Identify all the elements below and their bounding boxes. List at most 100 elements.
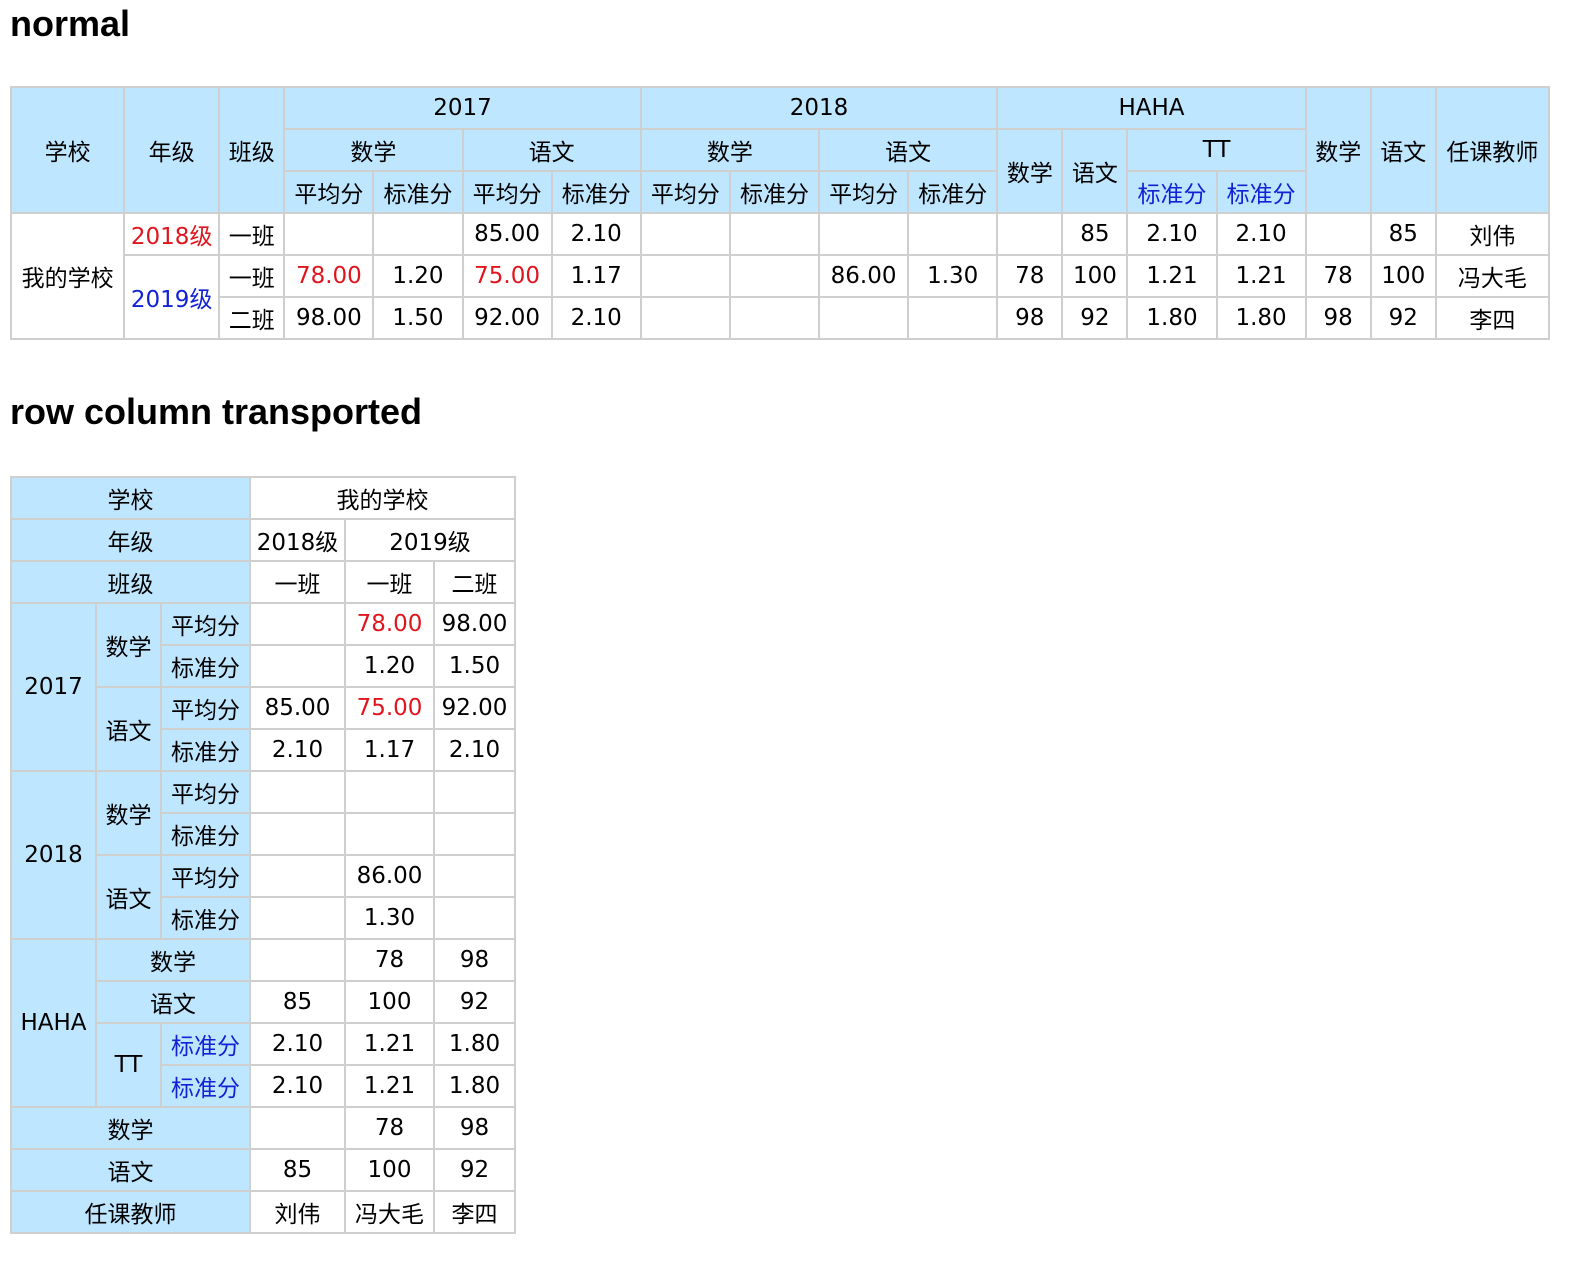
cell-value: 78 [996,254,1064,298]
header-haha: HAHA [996,86,1307,130]
cell-value: 75.00 [461,254,553,298]
header-std: 标准分 [160,644,251,688]
cell-value [639,212,731,256]
header-tt-std: 标准分 [1126,170,1218,214]
cell-value: 98.00 [432,602,517,646]
cell-value: 2.10 [249,1022,346,1066]
cell-value: 1.80 [432,1064,517,1108]
cell-value: 78.00 [283,254,375,298]
header-2018: 2018 [10,770,97,940]
cell-value [728,296,821,340]
table-row: 语文 85 100 92 [11,980,517,1024]
header-avg: 平均分 [818,170,910,214]
cell-value: 85 [1369,212,1437,256]
cell-value: 1.20 [344,644,435,688]
cell-value: 1.80 [1215,296,1307,340]
table-row: 我的学校 2018级 一班 85.00 2.10 85 2.10 2.10 85… [9,212,1551,340]
header-haha-chinese: 语文 [1061,128,1129,214]
cell-value: 98.00 [283,296,375,340]
cell-value: 86.00 [344,854,435,898]
header-chinese: 语文 [10,1148,251,1192]
header-avg: 平均分 [160,602,251,646]
cell-value [432,854,517,898]
cell-value: 2.10 [550,296,642,340]
cell-value [249,1106,346,1150]
table-row: 任课教师 刘伟 冯大毛 李四 [10,1190,517,1234]
header-std: 标准分 [160,812,251,856]
cell-class: 二班 [218,296,286,340]
cell-school: 我的学校 [9,212,126,340]
cell-value [344,770,435,814]
header-std: 标准分 [160,896,251,940]
cell-value: 1.50 [432,644,517,688]
cell-value: 1.21 [344,1064,435,1108]
header-2018-chinese: 语文 [818,128,999,172]
cell-grade: 2019级 [343,518,517,562]
header-math: 数学 [10,1106,251,1150]
header-2017: 2017 [283,86,642,130]
table-row: 年级 2018级 2019级 [10,518,517,562]
table-row: 语文 平均分 86.00 [11,854,517,940]
table-row: 语文 平均分 85.00 75.00 92.00 [11,686,517,772]
cell-value: 78.00 [344,602,435,646]
cell-value: 1.17 [550,254,642,298]
cell-value [996,212,1064,256]
cell-value: 100 [1061,254,1129,298]
section-title-transposed: row column transported [10,391,423,432]
header-avg: 平均分 [160,686,251,730]
cell-value [818,296,910,340]
cell-value: 92 [1061,296,1129,340]
header-tt-std: 标准分 [1215,170,1307,214]
table-row: 标准分 2.10 1.17 2.10 [11,728,517,772]
header-2017: 2017 [10,602,97,772]
table-row: 数学 78 98 [10,1106,517,1150]
cell-value: 92.00 [461,296,553,340]
normal-table: 学校 年级 班级 2017 2018 HAHA 数学 语文 任课教师 数学 语文… [9,86,1551,340]
header-school: 学校 [9,86,126,214]
header-2017-chinese: 语文 [95,686,162,772]
cell-value: 98 [432,1106,517,1150]
header-haha-tt: TT [1126,128,1307,172]
cell-value [344,812,435,856]
section-title-normal: normal [10,3,131,44]
cell-teacher: 冯大毛 [1434,254,1551,298]
cell-value: 2.10 [1215,212,1307,256]
cell-value: 1.20 [372,254,464,298]
cell-value: 1.50 [372,296,464,340]
cell-value [249,896,346,940]
cell-value: 86.00 [818,254,910,298]
header-grade: 年级 [123,86,221,214]
cell-class: 一班 [218,212,286,256]
cell-value: 85.00 [461,212,553,256]
cell-value: 100 [344,1148,435,1192]
cell-value [639,296,731,340]
transposed-table: 学校 我的学校 年级 2018级 2019级 班级 一班 一班 二班 2017 … [10,476,517,1234]
cell-value: 78 [344,938,435,982]
cell-value [432,896,517,940]
cell-value: 100 [1369,254,1437,298]
cell-school: 我的学校 [248,476,517,520]
cell-value: 2.10 [432,728,517,772]
header-2017-math: 数学 [95,602,162,688]
header-haha-math: 数学 [996,128,1064,214]
header-haha-chinese: 语文 [95,980,251,1024]
table-row: 标准分 [11,812,517,856]
header-2018-math: 数学 [639,128,821,172]
cell-teacher: 冯大毛 [344,1190,435,1234]
cell-value [432,812,517,856]
header-avg: 平均分 [160,854,251,898]
table-row: 标准分 1.30 [11,896,517,940]
header-row: 数学 语文 数学 语文 数学 语文 TT [11,128,1549,214]
cell-value: 1.17 [344,728,435,772]
cell-grade: 2018级 [123,212,221,256]
table-row: 2017 数学 平均分 78.00 98.00 [10,602,517,772]
cell-value: 1.30 [907,254,999,298]
header-avg: 平均分 [160,770,251,814]
cell-grade: 2019级 [123,254,221,340]
header-haha-math: 数学 [95,938,251,982]
cell-value [249,812,346,856]
header-chinese: 语文 [1369,86,1437,214]
cell-class: 二班 [432,560,517,604]
cell-value: 98 [432,938,517,982]
cell-value: 98 [1304,296,1372,340]
